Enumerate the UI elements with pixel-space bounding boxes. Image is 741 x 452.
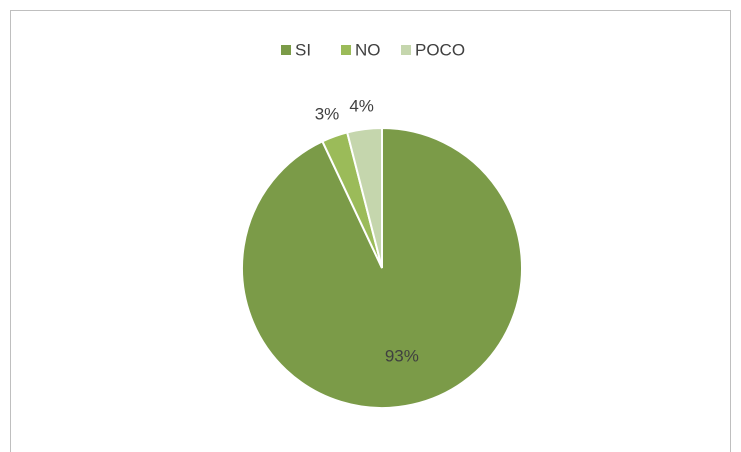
chart-border bbox=[10, 10, 731, 452]
legend-label: POCO bbox=[415, 40, 465, 59]
legend-swatch bbox=[341, 45, 351, 55]
legend-swatch bbox=[401, 45, 411, 55]
legend-label: SI bbox=[295, 40, 311, 59]
legend-swatch bbox=[281, 45, 291, 55]
data-label: 93% bbox=[385, 346, 419, 365]
legend-label: NO bbox=[355, 40, 381, 59]
data-label: 3% bbox=[315, 105, 340, 124]
pie-slice bbox=[345, 126, 383, 269]
data-label: 4% bbox=[349, 96, 374, 115]
